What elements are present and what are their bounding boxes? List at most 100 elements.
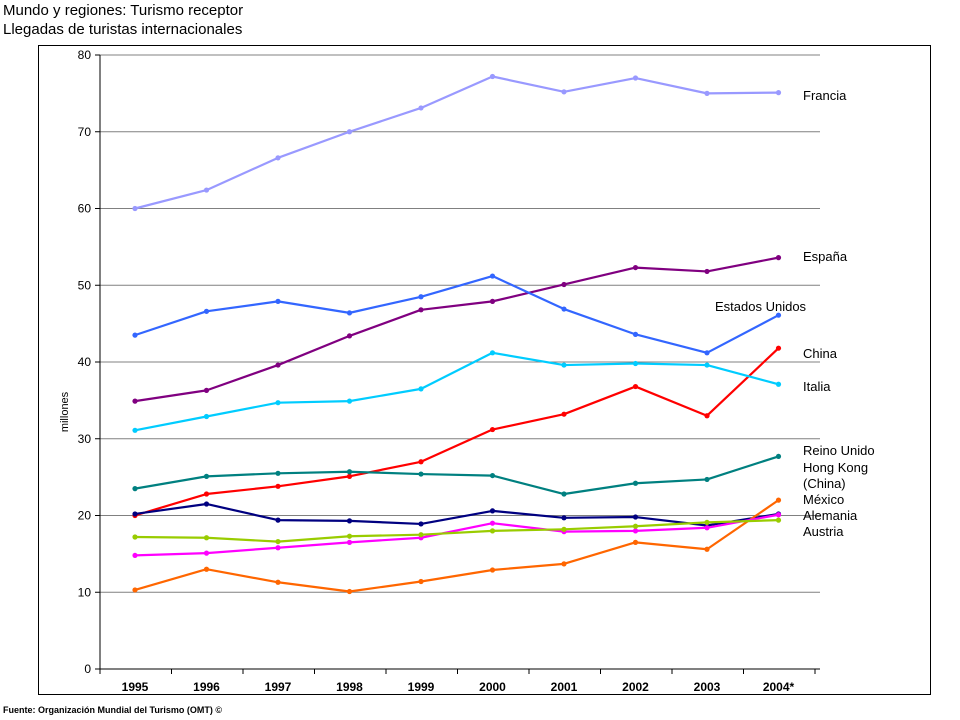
data-point — [418, 294, 424, 300]
data-point — [704, 546, 710, 552]
y-tick-label: 0 — [84, 662, 91, 676]
source-note: Fuente: Organización Mundial del Turismo… — [3, 705, 222, 715]
data-point — [418, 459, 424, 465]
data-point — [418, 105, 424, 111]
y-tick-label: 60 — [78, 202, 92, 216]
data-point — [561, 362, 567, 368]
series-line — [134, 347, 780, 517]
y-tick-label: 80 — [78, 48, 92, 62]
series-label: Alemania — [803, 508, 858, 523]
data-point — [418, 386, 424, 392]
data-point — [775, 255, 782, 261]
data-point — [704, 413, 710, 419]
x-tick-label: 1997 — [265, 680, 292, 694]
x-tick-label: 2001 — [551, 680, 578, 694]
y-tick-label: 10 — [78, 585, 92, 599]
x-tick-label: 1998 — [336, 680, 363, 694]
data-point — [561, 306, 567, 312]
data-point — [489, 426, 496, 433]
data-point — [346, 129, 353, 135]
x-tick-label: 1995 — [122, 680, 149, 694]
data-point — [775, 517, 782, 523]
series-line — [134, 502, 779, 527]
data-point — [203, 491, 210, 497]
x-tick-label: 2002 — [622, 680, 649, 694]
y-tick-label: 20 — [78, 509, 92, 523]
data-point — [561, 526, 567, 532]
data-point — [203, 473, 210, 479]
data-point — [132, 587, 138, 593]
data-point — [418, 307, 424, 313]
series-line — [134, 513, 779, 557]
data-point — [632, 514, 639, 520]
x-tick-label: 2003 — [694, 680, 721, 694]
data-point — [346, 539, 353, 545]
data-point — [275, 155, 281, 161]
data-point — [275, 298, 281, 304]
series-line — [134, 256, 779, 403]
data-point — [632, 75, 639, 81]
data-point — [132, 486, 138, 492]
data-point — [203, 187, 210, 193]
data-point — [704, 90, 710, 96]
y-tick-label: 40 — [78, 355, 92, 369]
data-point — [132, 205, 138, 212]
chart-title: Mundo y regiones: Turismo receptor — [3, 2, 244, 19]
data-point — [275, 517, 281, 523]
data-point — [132, 427, 138, 433]
data-point — [346, 310, 353, 316]
data-point — [561, 491, 567, 497]
data-point — [561, 411, 567, 417]
data-point — [632, 539, 639, 545]
data-point — [489, 298, 496, 304]
data-point — [775, 453, 782, 460]
series-line — [134, 75, 779, 210]
data-point — [632, 264, 639, 271]
data-point — [489, 472, 496, 479]
data-point — [346, 533, 353, 539]
series-line — [134, 519, 779, 543]
data-point — [775, 90, 782, 96]
data-point — [418, 532, 424, 538]
data-point — [203, 308, 210, 314]
data-point — [489, 520, 496, 526]
chart-frame — [38, 45, 931, 695]
data-point — [704, 362, 710, 368]
data-point — [275, 538, 281, 545]
data-point — [489, 508, 496, 514]
data-point — [275, 400, 281, 406]
data-point — [489, 273, 496, 279]
data-point — [418, 578, 424, 585]
x-tick-label: 2000 — [479, 680, 506, 694]
series-line — [134, 499, 780, 593]
data-point — [275, 545, 281, 551]
data-point — [704, 350, 710, 356]
series-label: Francia — [803, 88, 847, 103]
data-point — [632, 383, 639, 390]
data-point — [489, 73, 496, 80]
data-point — [704, 519, 710, 526]
data-point — [489, 528, 496, 534]
data-point — [561, 281, 567, 288]
y-tick-label: 50 — [78, 278, 92, 292]
x-tick-label: 1999 — [408, 680, 435, 694]
series-label: Austria — [803, 524, 844, 539]
series-label: Reino Unido — [803, 443, 875, 458]
series-label: Hong Kong (China) — [803, 460, 868, 491]
data-point — [561, 561, 567, 567]
series-line — [134, 274, 780, 354]
data-point — [203, 535, 210, 541]
data-point — [418, 471, 424, 477]
data-point — [632, 360, 639, 367]
chart-subtitle: Llegadas de turistas internacionales — [3, 21, 243, 38]
data-point — [775, 497, 782, 503]
data-point — [275, 362, 281, 368]
data-point — [132, 332, 138, 338]
data-point — [132, 398, 138, 404]
series-line — [134, 351, 779, 432]
data-point — [704, 476, 710, 483]
data-point — [203, 387, 210, 393]
data-point — [775, 345, 782, 351]
data-point — [346, 333, 353, 339]
